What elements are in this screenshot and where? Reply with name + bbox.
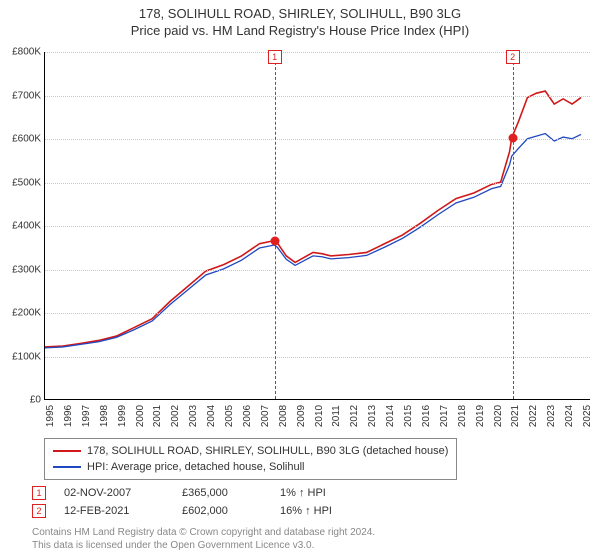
y-axis-label: £700K	[3, 90, 41, 101]
footer-line: This data is licensed under the Open Gov…	[32, 539, 375, 552]
x-axis-label: 2009	[296, 405, 307, 427]
sale-event-line	[513, 52, 514, 399]
y-axis-label: £400K	[3, 221, 41, 232]
chart-subtitle: Price paid vs. HM Land Registry's House …	[0, 23, 600, 38]
x-axis-label: 2025	[582, 405, 593, 427]
footer-line: Contains HM Land Registry data © Crown c…	[32, 526, 375, 539]
gridline-h	[45, 226, 590, 227]
x-axis-label: 1995	[45, 405, 56, 427]
series-hpi-line	[45, 134, 581, 348]
y-axis-label: £300K	[3, 264, 41, 275]
x-axis-label: 2022	[528, 405, 539, 427]
y-axis-label: £200K	[3, 308, 41, 319]
sale-pct-vs-hpi: 16% ↑ HPI	[280, 505, 360, 517]
y-axis-label: £0	[3, 395, 41, 406]
x-axis-label: 2000	[135, 405, 146, 427]
gridline-h	[45, 357, 590, 358]
chart-legend: 178, SOLIHULL ROAD, SHIRLEY, SOLIHULL, B…	[44, 438, 457, 480]
legend-label: 178, SOLIHULL ROAD, SHIRLEY, SOLIHULL, B…	[87, 445, 448, 457]
legend-item: 178, SOLIHULL ROAD, SHIRLEY, SOLIHULL, B…	[53, 443, 448, 459]
x-axis-label: 2010	[314, 405, 325, 427]
x-axis-label: 2017	[439, 405, 450, 427]
x-axis-label: 2005	[224, 405, 235, 427]
x-axis-label: 2020	[493, 405, 504, 427]
x-axis-label: 1999	[117, 405, 128, 427]
gridline-h	[45, 313, 590, 314]
x-axis-label: 2008	[278, 405, 289, 427]
x-axis-label: 2007	[260, 405, 271, 427]
x-axis-label: 2023	[546, 405, 557, 427]
y-axis-label: £500K	[3, 177, 41, 188]
y-axis-label: £600K	[3, 134, 41, 145]
x-axis-label: 2014	[385, 405, 396, 427]
x-axis-label: 2015	[403, 405, 414, 427]
sale-index-badge: 2	[32, 504, 46, 518]
sales-row: 1 02-NOV-2007 £365,000 1% ↑ HPI	[32, 484, 360, 502]
legend-swatch	[53, 466, 81, 468]
chart-title: 178, SOLIHULL ROAD, SHIRLEY, SOLIHULL, B…	[0, 6, 600, 21]
chart-title-block: 178, SOLIHULL ROAD, SHIRLEY, SOLIHULL, B…	[0, 0, 600, 38]
x-axis-label: 2018	[457, 405, 468, 427]
x-axis-label: 2004	[206, 405, 217, 427]
x-axis-label: 2012	[349, 405, 360, 427]
x-axis-label: 2013	[367, 405, 378, 427]
y-axis-label: £800K	[3, 47, 41, 58]
sale-date: 02-NOV-2007	[64, 487, 164, 499]
sale-price: £365,000	[182, 487, 262, 499]
x-axis-label: 2006	[242, 405, 253, 427]
legend-label: HPI: Average price, detached house, Soli…	[87, 461, 305, 473]
gridline-h	[45, 96, 590, 97]
chart-plot-area: £0£100K£200K£300K£400K£500K£600K£700K£80…	[44, 52, 590, 400]
sale-event-marker	[508, 134, 517, 143]
sale-event-badge: 2	[506, 50, 520, 64]
x-axis-label: 2024	[564, 405, 575, 427]
sales-table: 1 02-NOV-2007 £365,000 1% ↑ HPI 2 12-FEB…	[32, 484, 360, 520]
x-axis-label: 2019	[475, 405, 486, 427]
x-axis-label: 2021	[510, 405, 521, 427]
sale-event-line	[275, 52, 276, 399]
gridline-h	[45, 270, 590, 271]
sale-index-badge: 1	[32, 486, 46, 500]
legend-item: HPI: Average price, detached house, Soli…	[53, 459, 448, 475]
sales-row: 2 12-FEB-2021 £602,000 16% ↑ HPI	[32, 502, 360, 520]
gridline-h	[45, 183, 590, 184]
attribution-footer: Contains HM Land Registry data © Crown c…	[32, 526, 375, 552]
x-axis-label: 2001	[152, 405, 163, 427]
x-axis-label: 2002	[170, 405, 181, 427]
sale-pct-vs-hpi: 1% ↑ HPI	[280, 487, 360, 499]
sale-price: £602,000	[182, 505, 262, 517]
legend-swatch	[53, 450, 81, 452]
x-axis-label: 1998	[99, 405, 110, 427]
sale-event-badge: 1	[268, 50, 282, 64]
x-axis-label: 1996	[63, 405, 74, 427]
x-axis-label: 2016	[421, 405, 432, 427]
x-axis-label: 2011	[331, 405, 342, 427]
y-axis-label: £100K	[3, 351, 41, 362]
series-property-line	[45, 91, 581, 347]
sale-date: 12-FEB-2021	[64, 505, 164, 517]
x-axis-label: 2003	[188, 405, 199, 427]
sale-event-marker	[270, 237, 279, 246]
x-axis-label: 1997	[81, 405, 92, 427]
